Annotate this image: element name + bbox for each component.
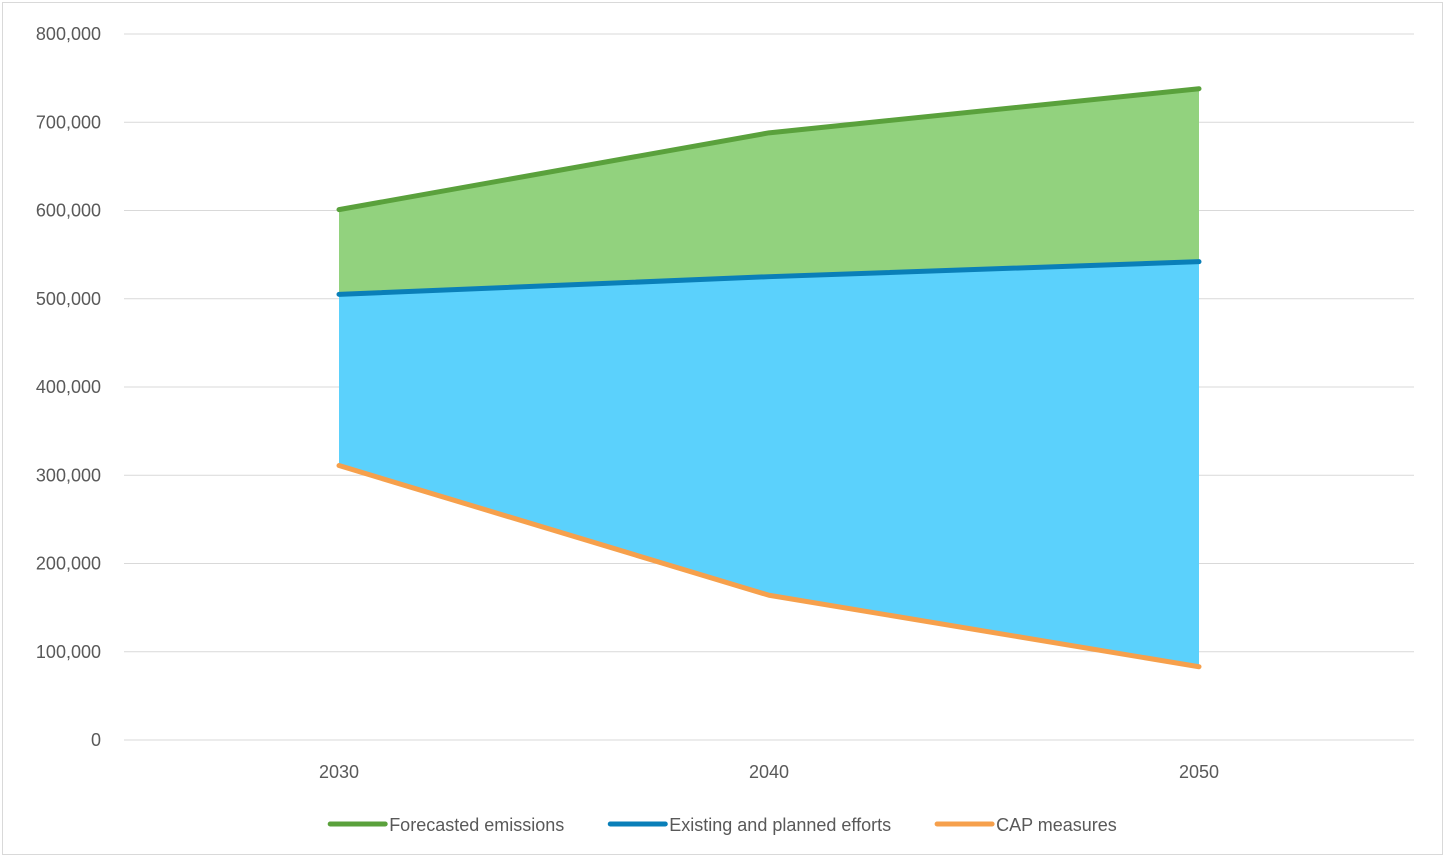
legend-label-cap-measures: CAP measures bbox=[996, 815, 1117, 835]
y-tick-label: 300,000 bbox=[36, 465, 101, 485]
y-tick-label: 0 bbox=[91, 730, 101, 750]
series-line-cap-measures bbox=[336, 463, 1202, 670]
legend-label-forecasted-emissions: Forecasted emissions bbox=[389, 815, 564, 835]
x-axis-tick-labels: 2030 2040 2050 bbox=[319, 762, 1219, 782]
area-fills bbox=[339, 88, 1199, 667]
y-tick-label: 200,000 bbox=[36, 554, 101, 574]
series-line-existing-and-planned-efforts bbox=[336, 259, 1202, 297]
y-tick-label: 500,000 bbox=[36, 289, 101, 309]
area-existing-and-planned-efforts bbox=[339, 261, 1199, 667]
y-tick-label: 800,000 bbox=[36, 24, 101, 44]
x-tick-label: 2050 bbox=[1179, 762, 1219, 782]
series-line-forecasted-emissions bbox=[336, 86, 1202, 213]
y-tick-label: 600,000 bbox=[36, 201, 101, 221]
legend-label-existing-and-planned-efforts: Existing and planned efforts bbox=[669, 815, 891, 835]
y-tick-label: 700,000 bbox=[36, 112, 101, 132]
y-tick-label: 400,000 bbox=[36, 377, 101, 397]
area-forecasted-emissions bbox=[339, 88, 1199, 295]
series-lines bbox=[336, 86, 1202, 670]
y-axis-tick-labels: 0 100,000 200,000 300,000 400,000 500,000 600,… bbox=[36, 24, 101, 750]
legend: Forecasted emissions Existing and planned… bbox=[327, 815, 1117, 835]
x-tick-label: 2030 bbox=[319, 762, 359, 782]
x-tick-label: 2040 bbox=[749, 762, 789, 782]
y-tick-label: 100,000 bbox=[36, 642, 101, 662]
